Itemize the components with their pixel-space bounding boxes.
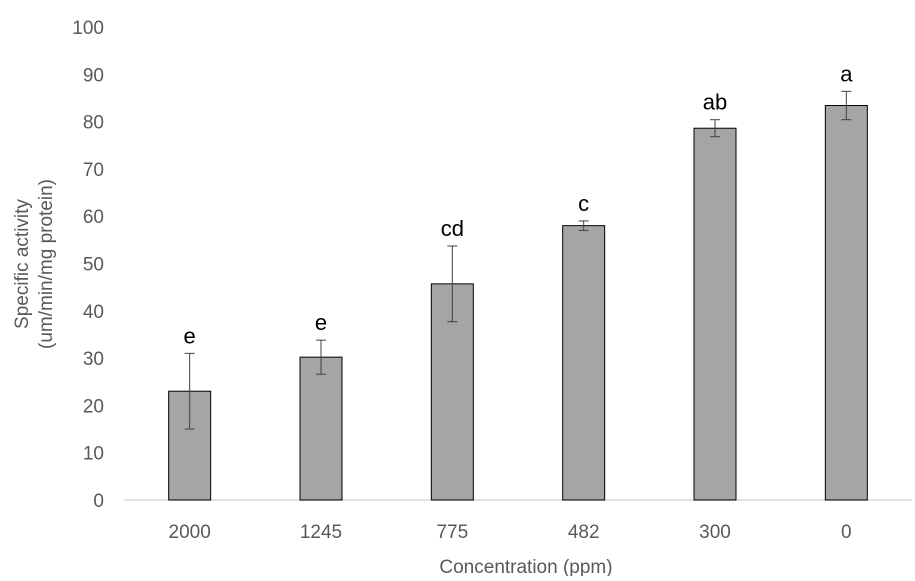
error-bar <box>184 352 195 430</box>
y-tick-label: 10 <box>83 444 104 465</box>
y-tick-label: 90 <box>83 65 104 86</box>
error-bar <box>841 90 852 121</box>
y-tick-label: 70 <box>83 160 104 181</box>
y-axis-title: Specific activity (um/min/mg protein) <box>12 179 57 349</box>
significance-label: e <box>184 323 196 348</box>
significance-label: a <box>840 61 853 86</box>
x-tick-label: 1245 <box>300 522 342 543</box>
x-tick-label: 775 <box>436 522 468 543</box>
y-tick-label: 0 <box>93 491 104 512</box>
y-tick-label: 40 <box>83 302 104 323</box>
y-axis-title-line-1: Specific activity <box>12 199 33 329</box>
significance-label: ab <box>703 90 727 115</box>
bars: e e cd c ab a <box>168 61 868 501</box>
y-axis-title-line-2: (um/min/mg protein) <box>36 179 57 349</box>
y-tick-label: 30 <box>83 349 104 370</box>
y-tick-label: 50 <box>83 255 104 276</box>
bar <box>693 127 737 501</box>
bar <box>562 225 606 501</box>
x-tick-label: 0 <box>841 522 852 543</box>
significance-label: e <box>315 310 327 335</box>
significance-label: c <box>578 191 589 216</box>
y-tick-label: 80 <box>83 113 104 134</box>
x-tick-label: 2000 <box>169 522 211 543</box>
y-axis-ticks: 0 10 20 30 40 50 60 70 80 90 100 <box>72 18 104 512</box>
x-axis-title: Concentration (ppm) <box>439 557 612 576</box>
error-bar <box>447 245 458 323</box>
error-bar <box>710 119 720 138</box>
error-bar <box>578 220 589 231</box>
y-tick-label: 20 <box>83 396 104 417</box>
x-tick-label: 482 <box>568 522 600 543</box>
x-axis-ticks: 2000 1245 775 482 300 0 <box>169 522 852 543</box>
bar <box>299 356 343 501</box>
x-tick-label: 300 <box>699 522 731 543</box>
y-tick-label: 100 <box>72 18 104 39</box>
bar <box>824 105 868 501</box>
y-tick-label: 60 <box>83 207 104 228</box>
significance-label: cd <box>441 216 464 241</box>
error-bar <box>316 339 326 375</box>
